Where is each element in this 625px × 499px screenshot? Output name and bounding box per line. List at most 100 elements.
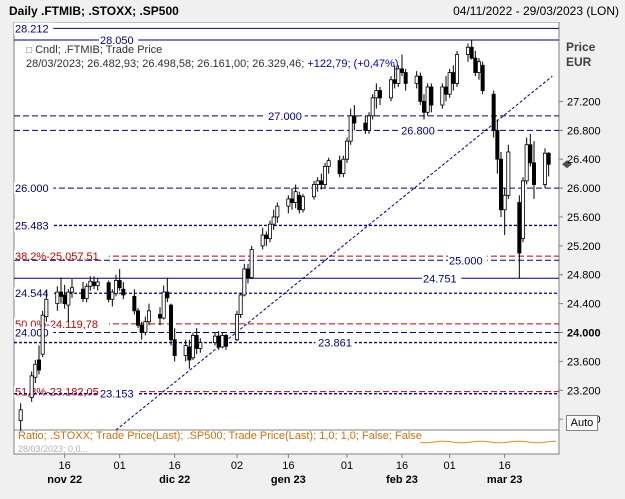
candle[interactable] (388, 76, 393, 102)
candle[interactable] (114, 274, 119, 297)
candle[interactable] (414, 71, 419, 89)
candle[interactable] (297, 191, 302, 214)
candle[interactable] (517, 195, 522, 279)
candle[interactable] (183, 339, 188, 362)
candle[interactable] (271, 209, 276, 230)
candle[interactable] (81, 281, 86, 303)
candle[interactable] (194, 328, 199, 355)
candle[interactable] (157, 307, 162, 326)
candle[interactable] (293, 184, 298, 209)
candle[interactable] (469, 40, 474, 60)
candle[interactable] (264, 231, 269, 246)
candle[interactable] (326, 157, 331, 174)
candle[interactable] (117, 268, 122, 291)
candle[interactable] (421, 94, 426, 120)
auto-scale-button[interactable]: Auto (566, 415, 598, 431)
candle[interactable] (234, 310, 239, 342)
candle[interactable] (524, 137, 529, 185)
candle[interactable] (502, 188, 507, 236)
candle[interactable] (480, 61, 485, 95)
candle[interactable] (190, 332, 195, 360)
candle[interactable] (92, 276, 97, 290)
candle[interactable] (495, 119, 500, 174)
candle[interactable] (322, 162, 327, 189)
candle[interactable] (476, 58, 481, 80)
candle[interactable] (110, 289, 115, 307)
candle[interactable] (139, 321, 144, 340)
candle[interactable] (187, 339, 192, 369)
candle[interactable] (106, 280, 111, 303)
candle[interactable] (146, 303, 151, 326)
candle[interactable] (260, 227, 265, 250)
candle[interactable] (132, 289, 137, 315)
candle[interactable] (286, 195, 291, 214)
candle[interactable] (289, 188, 294, 210)
candle[interactable] (532, 141, 537, 199)
candle[interactable] (528, 133, 533, 167)
candle[interactable] (374, 83, 379, 109)
candle[interactable] (238, 292, 243, 319)
candle[interactable] (165, 277, 170, 303)
candle[interactable] (267, 220, 272, 243)
candle[interactable] (454, 50, 459, 87)
candle[interactable] (344, 137, 349, 163)
candle[interactable] (363, 115, 368, 134)
candle[interactable] (216, 331, 221, 350)
candle[interactable] (370, 94, 375, 120)
candle[interactable] (143, 316, 148, 336)
candle[interactable] (341, 155, 346, 178)
candle[interactable] (220, 332, 225, 349)
candle[interactable] (212, 332, 217, 346)
candle[interactable] (161, 285, 166, 320)
candle[interactable] (443, 76, 448, 102)
candle[interactable] (498, 151, 503, 217)
candle[interactable] (29, 371, 34, 402)
candle[interactable] (172, 328, 177, 362)
candle[interactable] (418, 72, 423, 106)
candle[interactable] (337, 155, 342, 178)
candle[interactable] (40, 310, 45, 358)
candle[interactable] (70, 279, 75, 298)
candle[interactable] (425, 83, 430, 116)
candle[interactable] (392, 65, 397, 89)
candle[interactable] (396, 65, 401, 87)
candle[interactable] (55, 286, 60, 311)
candle[interactable] (451, 65, 456, 91)
candle[interactable] (44, 290, 49, 322)
candle[interactable] (62, 284, 67, 309)
candle[interactable] (245, 263, 250, 284)
candle[interactable] (366, 112, 371, 134)
candle[interactable] (121, 281, 126, 300)
candle[interactable] (168, 303, 173, 346)
candle[interactable] (319, 173, 324, 190)
candle[interactable] (37, 345, 42, 375)
candle[interactable] (348, 108, 353, 145)
candle[interactable] (84, 283, 89, 303)
candle[interactable] (311, 180, 316, 200)
candle[interactable] (491, 90, 496, 138)
candle[interactable] (399, 54, 404, 77)
candle[interactable] (275, 202, 280, 223)
candle[interactable] (135, 307, 140, 329)
candle[interactable] (473, 50, 478, 77)
candle[interactable] (315, 177, 320, 192)
candle[interactable] (506, 144, 511, 199)
candle[interactable] (18, 403, 23, 431)
candle[interactable] (300, 193, 305, 213)
candle[interactable] (440, 83, 445, 109)
candle[interactable] (543, 148, 548, 189)
candle[interactable] (249, 245, 254, 280)
candle[interactable] (198, 338, 203, 353)
candle[interactable] (242, 263, 247, 297)
candle[interactable] (223, 333, 228, 350)
candle[interactable] (33, 359, 38, 384)
candle[interactable] (59, 277, 64, 304)
candle[interactable] (95, 277, 100, 291)
candle[interactable] (447, 68, 452, 98)
candle[interactable] (352, 105, 357, 131)
candle[interactable] (521, 177, 526, 243)
candle[interactable] (88, 276, 93, 291)
candle[interactable] (66, 289, 71, 322)
candle[interactable] (465, 43, 470, 62)
candle[interactable] (403, 68, 408, 91)
